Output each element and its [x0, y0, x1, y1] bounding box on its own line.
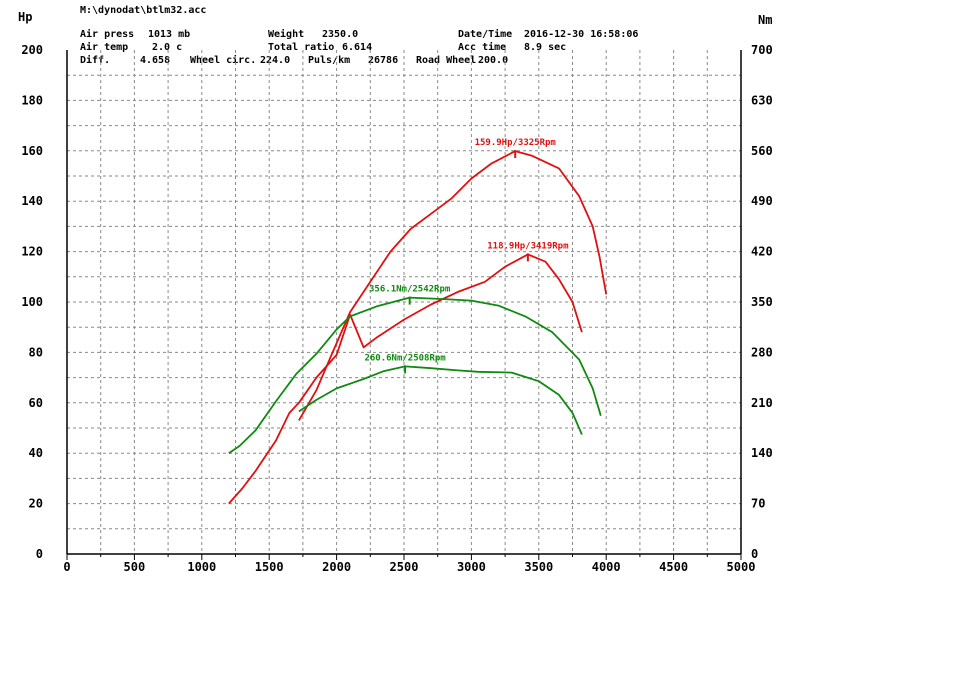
right-tick-label: 350 [751, 295, 773, 309]
right-tick-label: 560 [751, 144, 773, 158]
axes [66, 50, 742, 560]
right-tick-label: 700 [751, 43, 773, 57]
x-tick-label: 1000 [187, 560, 216, 574]
left-tick-label: 80 [29, 345, 43, 359]
annotation-power_low: 118.9Hp/3419Rpm [487, 241, 569, 251]
x-tick-label: 3500 [524, 560, 553, 574]
series-line-torque_high [228, 296, 602, 454]
right-tick-label: 420 [751, 245, 773, 259]
acc-time-value: 8.9 sec [524, 42, 566, 53]
air-press-label: Air press [80, 28, 134, 40]
puls-label: Puls/km [308, 55, 350, 66]
diff-label: Diff. [80, 54, 110, 66]
right-tick-label: 0 [751, 547, 758, 561]
diff-value: 4.658 [140, 55, 170, 66]
annotations: 159.9Hp/3325Rpm 118.9Hp/3419Rpm 356.1Nm/25… [364, 138, 569, 363]
weight-value: 2350.0 [322, 29, 358, 40]
air-press-value: 1013 mb [148, 29, 190, 40]
x-tick-label: 500 [124, 560, 146, 574]
left-tick-label: 0 [36, 547, 43, 561]
left-tick-label: 200 [21, 43, 43, 57]
total-ratio-value: 6.614 [342, 42, 372, 53]
right-tick-label: 70 [751, 497, 765, 511]
weight-label: Weight [268, 28, 304, 40]
right-tick-label: 490 [751, 194, 773, 208]
air-temp-value: 2.0 c [152, 42, 182, 53]
left-tick-label: 140 [21, 194, 43, 208]
puls-value: 26786 [368, 55, 398, 66]
left-tick-label: 40 [29, 446, 43, 460]
left-tick-label: 100 [21, 295, 43, 309]
acc-time-label: Acc time [458, 41, 506, 53]
datetime-label: Date/Time [458, 28, 512, 40]
annotation-power_high: 159.9Hp/3325Rpm [475, 138, 557, 148]
annotation-torque_high: 356.1Nm/2542Rpm [369, 285, 451, 295]
left-tick-label: 60 [29, 396, 43, 410]
left-tick-label: 180 [21, 93, 43, 107]
left-axis-unit: Hp [18, 10, 32, 24]
road-wheel-value: 200.0 [478, 55, 508, 66]
right-tick-label: 210 [751, 396, 773, 410]
x-tick-label: 5000 [727, 560, 756, 574]
right-tick-label: 630 [751, 93, 773, 107]
right-tick-label: 140 [751, 446, 773, 460]
total-ratio-label: Total ratio [268, 41, 334, 53]
road-wheel-label: Road Wheel [416, 55, 476, 66]
right-axis-unit: Nm [758, 13, 772, 27]
file-path: M:\dynodat\btlm32.acc [80, 5, 206, 16]
left-tick-label: 160 [21, 144, 43, 158]
x-tick-label: 4500 [659, 560, 688, 574]
x-tick-label: 2500 [390, 560, 419, 574]
datetime-value: 2016-12-30 16:58:06 [524, 29, 638, 40]
series-line-power_high [298, 150, 608, 421]
annotation-torque_low: 260.6Nm/2508Rpm [364, 353, 446, 363]
x-tick-label: 1500 [255, 560, 284, 574]
grid [67, 50, 741, 554]
wheel-circ-value: 224.0 [260, 55, 290, 66]
x-tick-label: 2000 [322, 560, 351, 574]
air-temp-label: Air temp [80, 41, 128, 53]
series-line-torque_low [298, 365, 583, 435]
series [228, 150, 608, 505]
x-tick-label: 3000 [457, 560, 486, 574]
wheel-circ-label: Wheel circ. [190, 54, 256, 66]
tick-labels: 0 500 1000 1500 2000 2500 3000 3500 4000 4500 5000… [21, 43, 772, 574]
series-line-power_low [228, 253, 583, 505]
x-tick-label: 0 [63, 560, 70, 574]
header: M:\dynodat\btlm32.acc Air press 1013 mb … [80, 5, 638, 66]
left-tick-label: 120 [21, 245, 43, 259]
x-tick-label: 4000 [592, 560, 621, 574]
right-tick-label: 280 [751, 345, 773, 359]
left-tick-label: 20 [29, 497, 43, 511]
